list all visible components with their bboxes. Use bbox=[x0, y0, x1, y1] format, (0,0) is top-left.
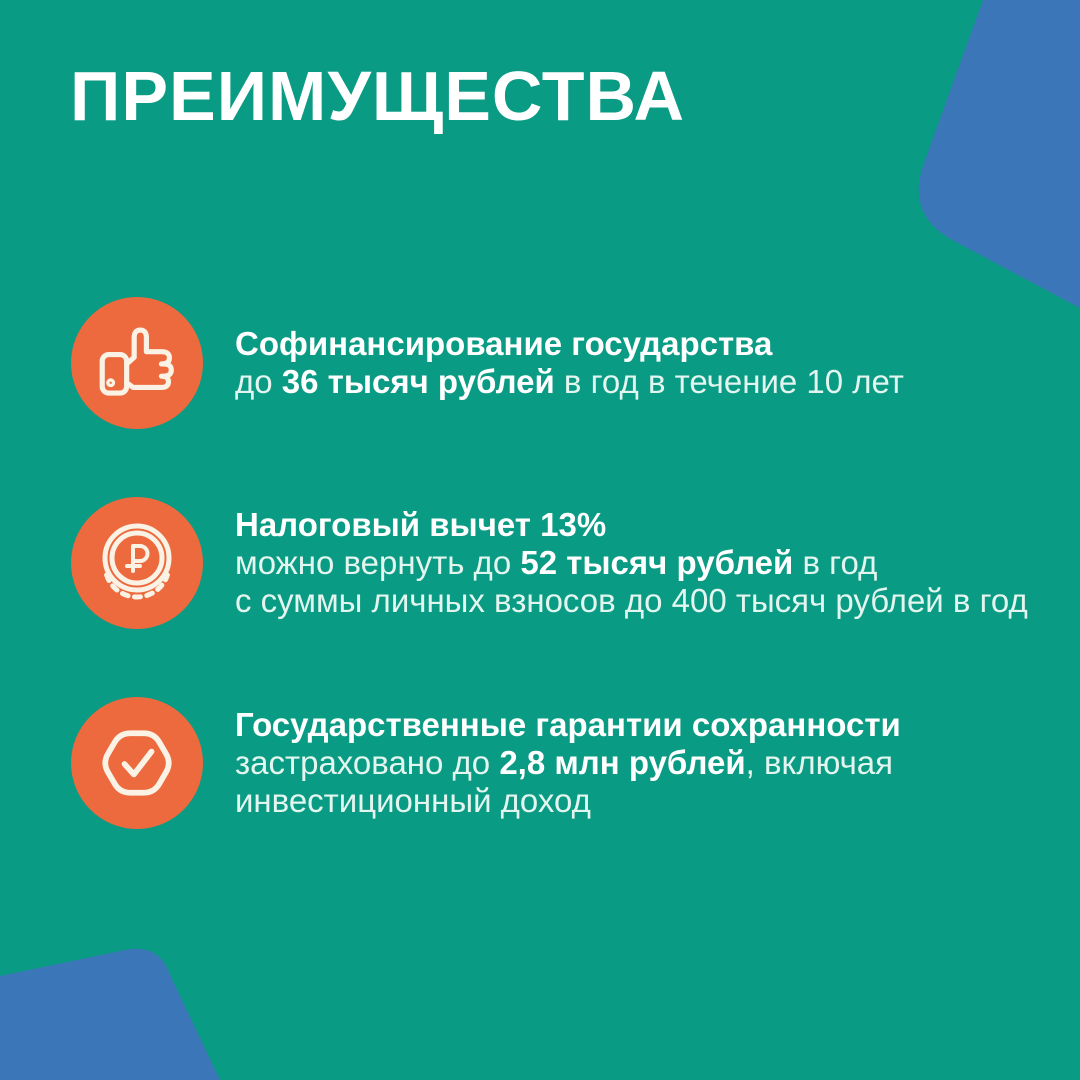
benefit-heading: Государственные гарантии сохранности bbox=[235, 706, 901, 743]
benefit-line: до 36 тысяч рублей в год в течение 10 ле… bbox=[235, 363, 904, 400]
benefit-heading: Налоговый вычет 13% bbox=[235, 506, 607, 543]
decor-shape-top-right bbox=[918, 0, 1080, 308]
page-title: ПРЕИМУЩЕСТВА bbox=[70, 57, 686, 135]
decor-shape-bottom-left bbox=[0, 948, 220, 1080]
benefit-text: Софинансирование государства до 36 тысяч… bbox=[235, 325, 904, 401]
benefit-line: можно вернуть до 52 тысяч рублей в год bbox=[235, 544, 878, 581]
benefit-item-state-guarantee: Государственные гарантии сохранности зас… bbox=[71, 697, 901, 829]
benefit-line: застраховано до 2,8 млн рублей, включая bbox=[235, 744, 894, 781]
benefit-line: инвестиционный доход bbox=[235, 782, 591, 819]
benefit-item-tax-deduction: Налоговый вычет 13% можно вернуть до 52 … bbox=[71, 497, 1028, 629]
benefit-text: Государственные гарантии сохранности зас… bbox=[235, 706, 901, 820]
ruble-coin-icon bbox=[71, 497, 203, 629]
benefit-line: с суммы личных взносов до 400 тысяч рубл… bbox=[235, 582, 1028, 619]
benefit-heading: Софинансирование государства bbox=[235, 325, 773, 362]
benefit-text: Налоговый вычет 13% можно вернуть до 52 … bbox=[235, 506, 1028, 620]
benefit-item-cofinancing: Софинансирование государства до 36 тысяч… bbox=[71, 297, 904, 429]
thumbs-up-icon bbox=[71, 297, 203, 429]
hexagon-check-icon bbox=[71, 697, 203, 829]
